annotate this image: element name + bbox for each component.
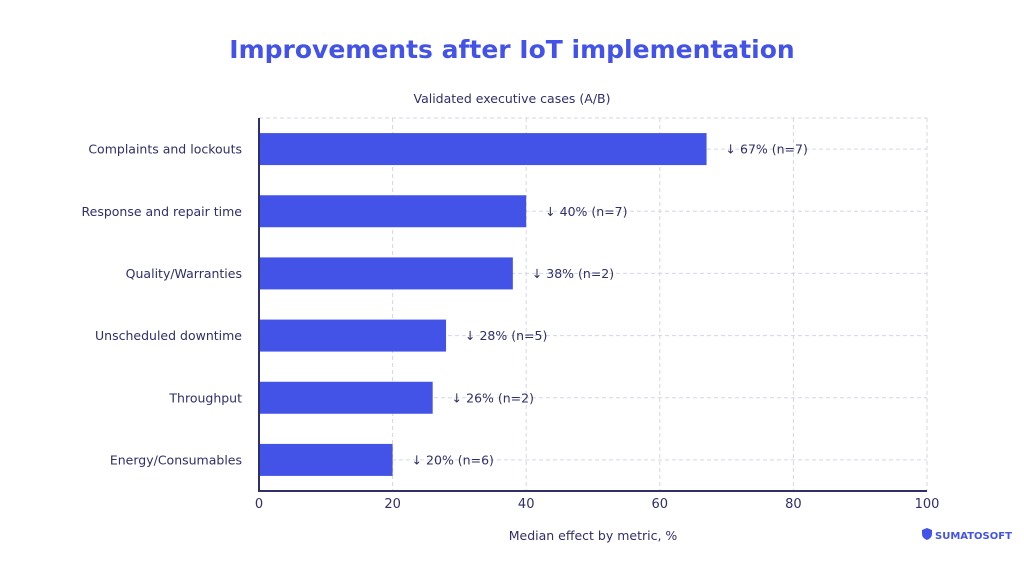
- shield-icon: [922, 528, 932, 540]
- category-label: Response and repair time: [82, 204, 243, 219]
- category-label: Unscheduled downtime: [95, 328, 242, 343]
- data-label: ↓ 40% (n=7): [545, 204, 627, 219]
- category-label: Quality/Warranties: [126, 266, 242, 281]
- data-label: ↓ 28% (n=5): [465, 328, 547, 343]
- chart-subtitle: Validated executive cases (A/B): [414, 91, 611, 106]
- category-label: Complaints and lockouts: [88, 142, 242, 157]
- x-tick-label: 40: [518, 497, 535, 512]
- x-tick-label: 80: [785, 497, 802, 512]
- bar: [259, 133, 707, 166]
- x-axis-label: Median effect by metric, %: [509, 528, 678, 543]
- bar: [259, 195, 527, 228]
- bar: [259, 381, 433, 414]
- bar: [259, 319, 447, 352]
- svg-text:SUMATOSOFT: SUMATOSOFT: [935, 531, 1012, 542]
- chart-title: Improvements after IoT implementation: [229, 35, 794, 64]
- bar: [259, 443, 393, 476]
- bar: [259, 257, 513, 290]
- category-label: Energy/Consumables: [110, 452, 242, 467]
- x-tick-label: 20: [384, 497, 401, 512]
- category-label: Throughput: [168, 390, 242, 405]
- data-label: ↓ 20% (n=6): [412, 452, 494, 467]
- data-label: ↓ 67% (n=7): [726, 142, 808, 157]
- x-tick-label: 0: [255, 497, 263, 512]
- x-tick-label: 60: [652, 497, 669, 512]
- data-label: ↓ 26% (n=2): [452, 390, 534, 405]
- x-tick-label: 100: [915, 497, 940, 512]
- sumatosoft-logo: SUMATOSOFT: [922, 528, 1012, 542]
- data-label: ↓ 38% (n=2): [532, 266, 614, 281]
